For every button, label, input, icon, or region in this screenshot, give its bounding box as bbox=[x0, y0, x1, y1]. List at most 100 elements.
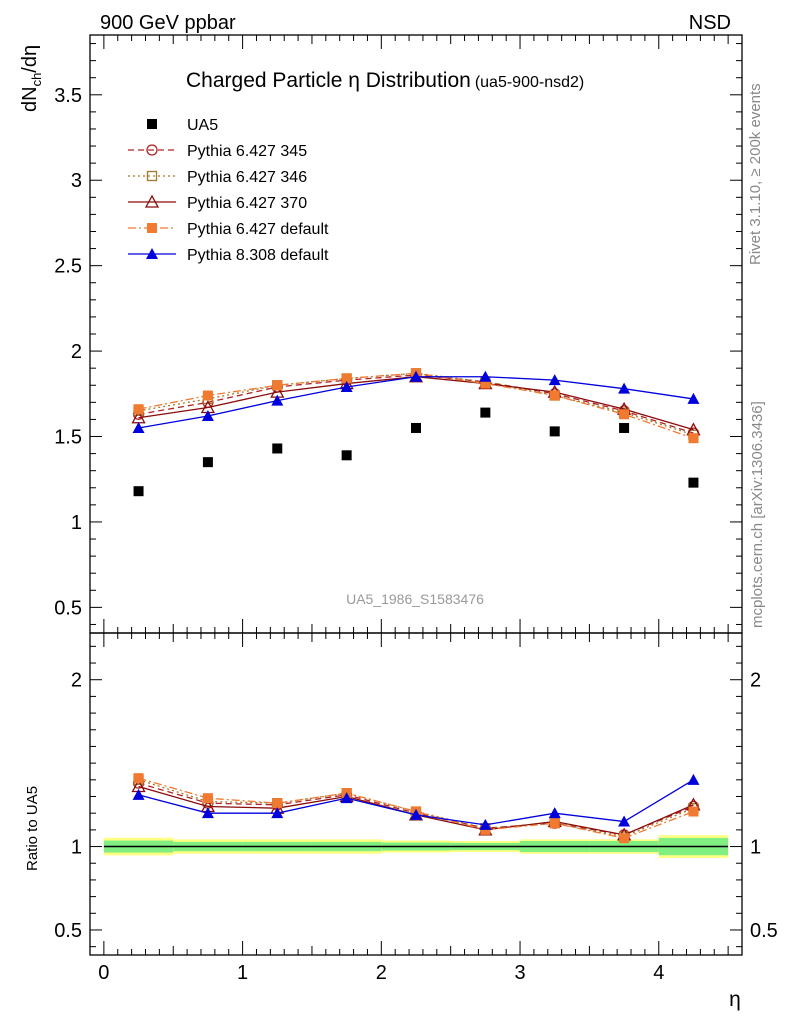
point-pydef bbox=[619, 409, 630, 420]
y-tick-label: 1.5 bbox=[54, 427, 82, 449]
point-data bbox=[688, 477, 699, 488]
series-line-py370 bbox=[138, 376, 694, 431]
x-tick-label: 4 bbox=[653, 962, 664, 984]
legend-marker bbox=[146, 170, 158, 182]
point-py8 bbox=[132, 421, 145, 433]
ratio-point-py8 bbox=[271, 807, 284, 819]
legend-label: Pythia 8.308 default bbox=[187, 247, 329, 264]
point-pydef bbox=[133, 404, 144, 415]
ratio-y-tick-label-right: 2 bbox=[750, 670, 761, 692]
legend-entry-py370: Pythia 6.427 370 bbox=[128, 194, 307, 212]
x-axis-label: η bbox=[729, 988, 741, 1011]
ratio-point-py8 bbox=[479, 818, 492, 830]
plot-title-sub: (ua5-900-nsd2) bbox=[475, 74, 584, 91]
legend-label: Pythia 6.427 346 bbox=[187, 169, 307, 186]
ratio-point-pydef bbox=[480, 824, 491, 835]
point-pydef bbox=[341, 373, 352, 384]
header-right: NSD bbox=[689, 12, 731, 34]
point-py8 bbox=[687, 392, 700, 404]
ratio-y-axis-label: Ratio to UA5 bbox=[24, 786, 41, 871]
legend-marker bbox=[146, 248, 158, 259]
x-tick-label: 1 bbox=[237, 962, 248, 984]
x-tick-label: 2 bbox=[376, 962, 387, 984]
point-py8 bbox=[271, 394, 284, 406]
point-py8 bbox=[618, 382, 631, 394]
y-axis-label: dNch/dη bbox=[19, 45, 44, 112]
point-data bbox=[619, 422, 630, 433]
y-tick-label: 3.5 bbox=[54, 85, 82, 107]
ratio-y-tick-label: 1 bbox=[71, 837, 82, 859]
point-py8 bbox=[201, 410, 214, 422]
point-data bbox=[480, 407, 491, 418]
ratio-frame bbox=[89, 632, 743, 956]
legend-marker bbox=[147, 119, 157, 129]
x-tick-label: 3 bbox=[514, 962, 525, 984]
ratio-point-pydef bbox=[272, 798, 283, 809]
ratio-point-py8 bbox=[340, 792, 353, 804]
point-pydef bbox=[272, 380, 283, 391]
legend-entry-pydef: Pythia 6.427 default bbox=[128, 221, 329, 238]
ratio-point-pydef bbox=[549, 818, 560, 829]
legend-entry-py346: Pythia 6.427 346 bbox=[128, 169, 307, 186]
panel-frames bbox=[89, 34, 743, 956]
header-left: 900 GeV ppbar bbox=[100, 12, 236, 34]
point-py8 bbox=[548, 374, 561, 386]
point-data bbox=[549, 426, 560, 437]
ratio-point-py8 bbox=[687, 773, 700, 785]
ratio-point-py8 bbox=[201, 807, 214, 819]
legend-entry-py345: Pythia 6.427 345 bbox=[128, 143, 307, 160]
plot-title: Charged Particle η Distribution (ua5-900-… bbox=[186, 69, 584, 92]
series-line-pydef bbox=[138, 372, 694, 439]
ratio-point-pydef bbox=[688, 806, 699, 817]
legend: UA5 Pythia 6.427 345 Pythia 6.427 346 Pythi… bbox=[128, 117, 329, 264]
ratio-y-tick-label: 0.5 bbox=[54, 920, 82, 942]
legend-marker bbox=[147, 223, 157, 233]
legend-label: UA5 bbox=[187, 117, 218, 134]
y-tick-label: 0.5 bbox=[54, 597, 82, 619]
x-tick-label: 0 bbox=[98, 962, 109, 984]
legend-entry-py8: Pythia 8.308 default bbox=[128, 247, 329, 264]
ratio-point-py8 bbox=[132, 788, 145, 800]
ratio-point-py8 bbox=[410, 808, 422, 820]
ratio-point-py8 bbox=[548, 807, 561, 819]
y-tick-label: 1 bbox=[71, 512, 82, 534]
legend-label: Pythia 6.427 default bbox=[187, 221, 329, 238]
y-tick-label: 2.5 bbox=[54, 256, 82, 278]
point-data bbox=[341, 450, 352, 461]
point-data bbox=[411, 422, 421, 433]
legend-marker bbox=[146, 144, 158, 156]
main-series bbox=[131, 368, 701, 497]
ratio-y-tick-label-right: 0.5 bbox=[750, 920, 778, 942]
point-pydef bbox=[202, 390, 213, 401]
point-data bbox=[133, 486, 144, 497]
legend-marker bbox=[144, 194, 160, 208]
y-tick-label: 3 bbox=[71, 170, 82, 192]
ratio-point-py8 bbox=[618, 815, 631, 827]
point-pydef bbox=[688, 433, 699, 444]
point-py8 bbox=[340, 380, 353, 392]
ratio-axes: 0 1 2 3 4 0.5 0.5 1 1 2 2 bbox=[54, 35, 778, 984]
ratio-point-pydef bbox=[202, 793, 213, 804]
plot-title-main: Charged Particle η Distribution bbox=[186, 69, 471, 92]
ratio-y-tick-label-right: 1 bbox=[750, 837, 761, 859]
rivet-label: Rivet 3.1.10, ≥ 200k events bbox=[747, 83, 764, 265]
point-data bbox=[272, 443, 283, 454]
legend-label: Pythia 6.427 370 bbox=[187, 195, 307, 212]
point-data bbox=[202, 457, 213, 468]
point-py8 bbox=[479, 370, 492, 382]
point-pydef bbox=[480, 378, 491, 389]
legend-label: Pythia 6.427 345 bbox=[187, 143, 307, 160]
series-line-py8 bbox=[138, 376, 694, 429]
point-py8 bbox=[410, 370, 422, 382]
main-axes: 0.5 1 1.5 2 2.5 3 3.5 bbox=[54, 43, 742, 625]
ratio-point-pydef bbox=[133, 773, 144, 784]
watermark: UA5_1986_S1583476 bbox=[346, 591, 484, 607]
ratio-series bbox=[131, 773, 701, 844]
ratio-point-pydef bbox=[619, 833, 630, 844]
legend-entry-data: UA5 bbox=[147, 117, 218, 134]
y-tick-label: 2 bbox=[71, 341, 82, 363]
point-pydef bbox=[549, 390, 560, 401]
mcplots-label: mcplots.cern.ch [arXiv:1306.3436] bbox=[749, 401, 766, 628]
ratio-line-py346 bbox=[138, 779, 694, 838]
